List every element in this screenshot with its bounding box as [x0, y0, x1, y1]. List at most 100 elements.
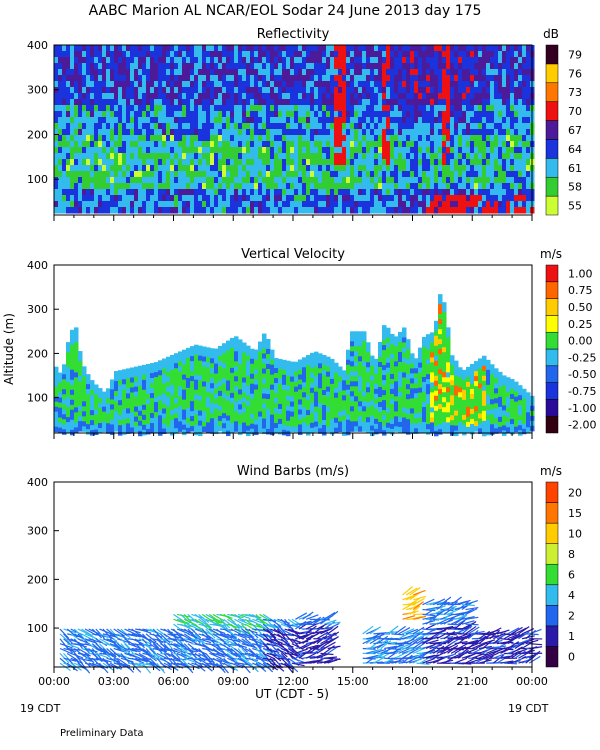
velocity-cell — [354, 411, 359, 417]
reflectivity-cell — [266, 153, 271, 160]
reflectivity-cell — [290, 69, 295, 76]
reflectivity-cell — [390, 87, 395, 94]
reflectivity-cell — [478, 147, 483, 154]
reflectivity-cell — [358, 171, 363, 178]
reflectivity-cell — [318, 177, 323, 184]
reflectivity-cell — [362, 153, 367, 160]
velocity-cell — [282, 359, 287, 366]
velocity-cell — [226, 400, 231, 407]
reflectivity-cell — [514, 45, 519, 52]
reflectivity-cell — [110, 51, 115, 58]
velocity-cell — [330, 373, 335, 380]
velocity-cell — [306, 355, 311, 361]
reflectivity-cell — [182, 63, 187, 70]
reflectivity-cell — [118, 177, 123, 184]
reflectivity-cell — [114, 129, 119, 136]
reflectivity-cell — [282, 69, 287, 76]
velocity-cell — [186, 422, 191, 429]
reflectivity-cell — [90, 207, 95, 214]
reflectivity-cell — [470, 129, 475, 136]
velocity-cell — [210, 398, 215, 404]
reflectivity-cell — [370, 81, 375, 88]
reflectivity-cell — [326, 177, 331, 184]
reflectivity-cell — [242, 159, 247, 166]
reflectivity-cell — [394, 177, 399, 184]
reflectivity-cell — [218, 45, 223, 52]
reflectivity-cell — [318, 141, 323, 148]
reflectivity-cell — [254, 123, 259, 130]
reflectivity-cell — [54, 87, 59, 94]
reflectivity-cell — [170, 81, 175, 88]
reflectivity-cell — [394, 207, 399, 214]
velocity-cell — [430, 337, 435, 343]
velocity-cell — [334, 397, 339, 404]
velocity-cell — [302, 407, 307, 413]
reflectivity-cell — [210, 171, 215, 178]
velocity-cell — [226, 415, 231, 422]
reflectivity-cell — [206, 105, 211, 112]
reflectivity-cell — [426, 135, 431, 142]
reflectivity-cell — [290, 105, 295, 112]
velocity-cell — [402, 417, 407, 423]
velocity-cell — [230, 407, 235, 414]
reflectivity-cell — [490, 75, 495, 82]
velocity-cell — [114, 421, 119, 427]
reflectivity-cell — [434, 189, 439, 196]
reflectivity-cell — [78, 45, 83, 52]
colorbar-unit: dB — [543, 27, 559, 41]
reflectivity-cell — [202, 147, 207, 154]
reflectivity-cell — [250, 153, 255, 160]
reflectivity-cell — [422, 99, 427, 106]
velocity-cell — [242, 402, 247, 409]
reflectivity-cell — [194, 105, 199, 112]
reflectivity-cell — [494, 171, 499, 178]
reflectivity-cell — [302, 87, 307, 94]
velocity-cell — [414, 423, 419, 429]
velocity-cell — [210, 418, 215, 424]
reflectivity-cell — [174, 111, 179, 118]
velocity-cell — [242, 392, 247, 399]
velocity-cell — [222, 373, 227, 379]
reflectivity-cell — [54, 105, 59, 112]
reflectivity-cell — [510, 75, 515, 82]
reflectivity-cell — [174, 63, 179, 70]
reflectivity-cell — [410, 45, 415, 52]
reflectivity-cell — [350, 93, 355, 100]
velocity-cell — [122, 379, 127, 385]
reflectivity-cell — [166, 135, 171, 142]
velocity-cell — [166, 411, 171, 418]
reflectivity-cell — [150, 75, 155, 82]
reflectivity-cell — [158, 147, 163, 154]
velocity-cell — [386, 397, 391, 404]
reflectivity-cell — [294, 57, 299, 64]
velocity-cell — [402, 342, 407, 348]
velocity-cell — [350, 396, 355, 402]
velocity-cell — [182, 384, 187, 391]
velocity-cell — [254, 369, 259, 376]
velocity-cell — [422, 406, 427, 413]
reflectivity-cell — [146, 93, 151, 100]
velocity-cell — [242, 387, 247, 394]
reflectivity-cell — [86, 153, 91, 160]
reflectivity-cell — [330, 183, 335, 190]
velocity-cell — [194, 399, 199, 406]
reflectivity-cell — [362, 81, 367, 88]
reflectivity-cell — [510, 159, 515, 166]
velocity-cell — [314, 386, 319, 393]
velocity-cell — [86, 374, 91, 380]
reflectivity-cell — [98, 81, 103, 88]
reflectivity-cell — [98, 189, 103, 196]
velocity-cell — [258, 361, 263, 368]
colorbar-swatch — [545, 82, 559, 102]
velocity-cell — [410, 383, 415, 389]
reflectivity-cell — [142, 69, 147, 76]
reflectivity-cell — [134, 135, 139, 142]
reflectivity-cell — [426, 93, 431, 100]
reflectivity-cell — [354, 57, 359, 64]
reflectivity-cell — [382, 135, 387, 142]
velocity-cell — [250, 353, 255, 360]
reflectivity-cell — [458, 135, 463, 142]
reflectivity-cell — [426, 141, 431, 148]
reflectivity-cell — [74, 111, 79, 118]
reflectivity-cell — [118, 93, 123, 100]
